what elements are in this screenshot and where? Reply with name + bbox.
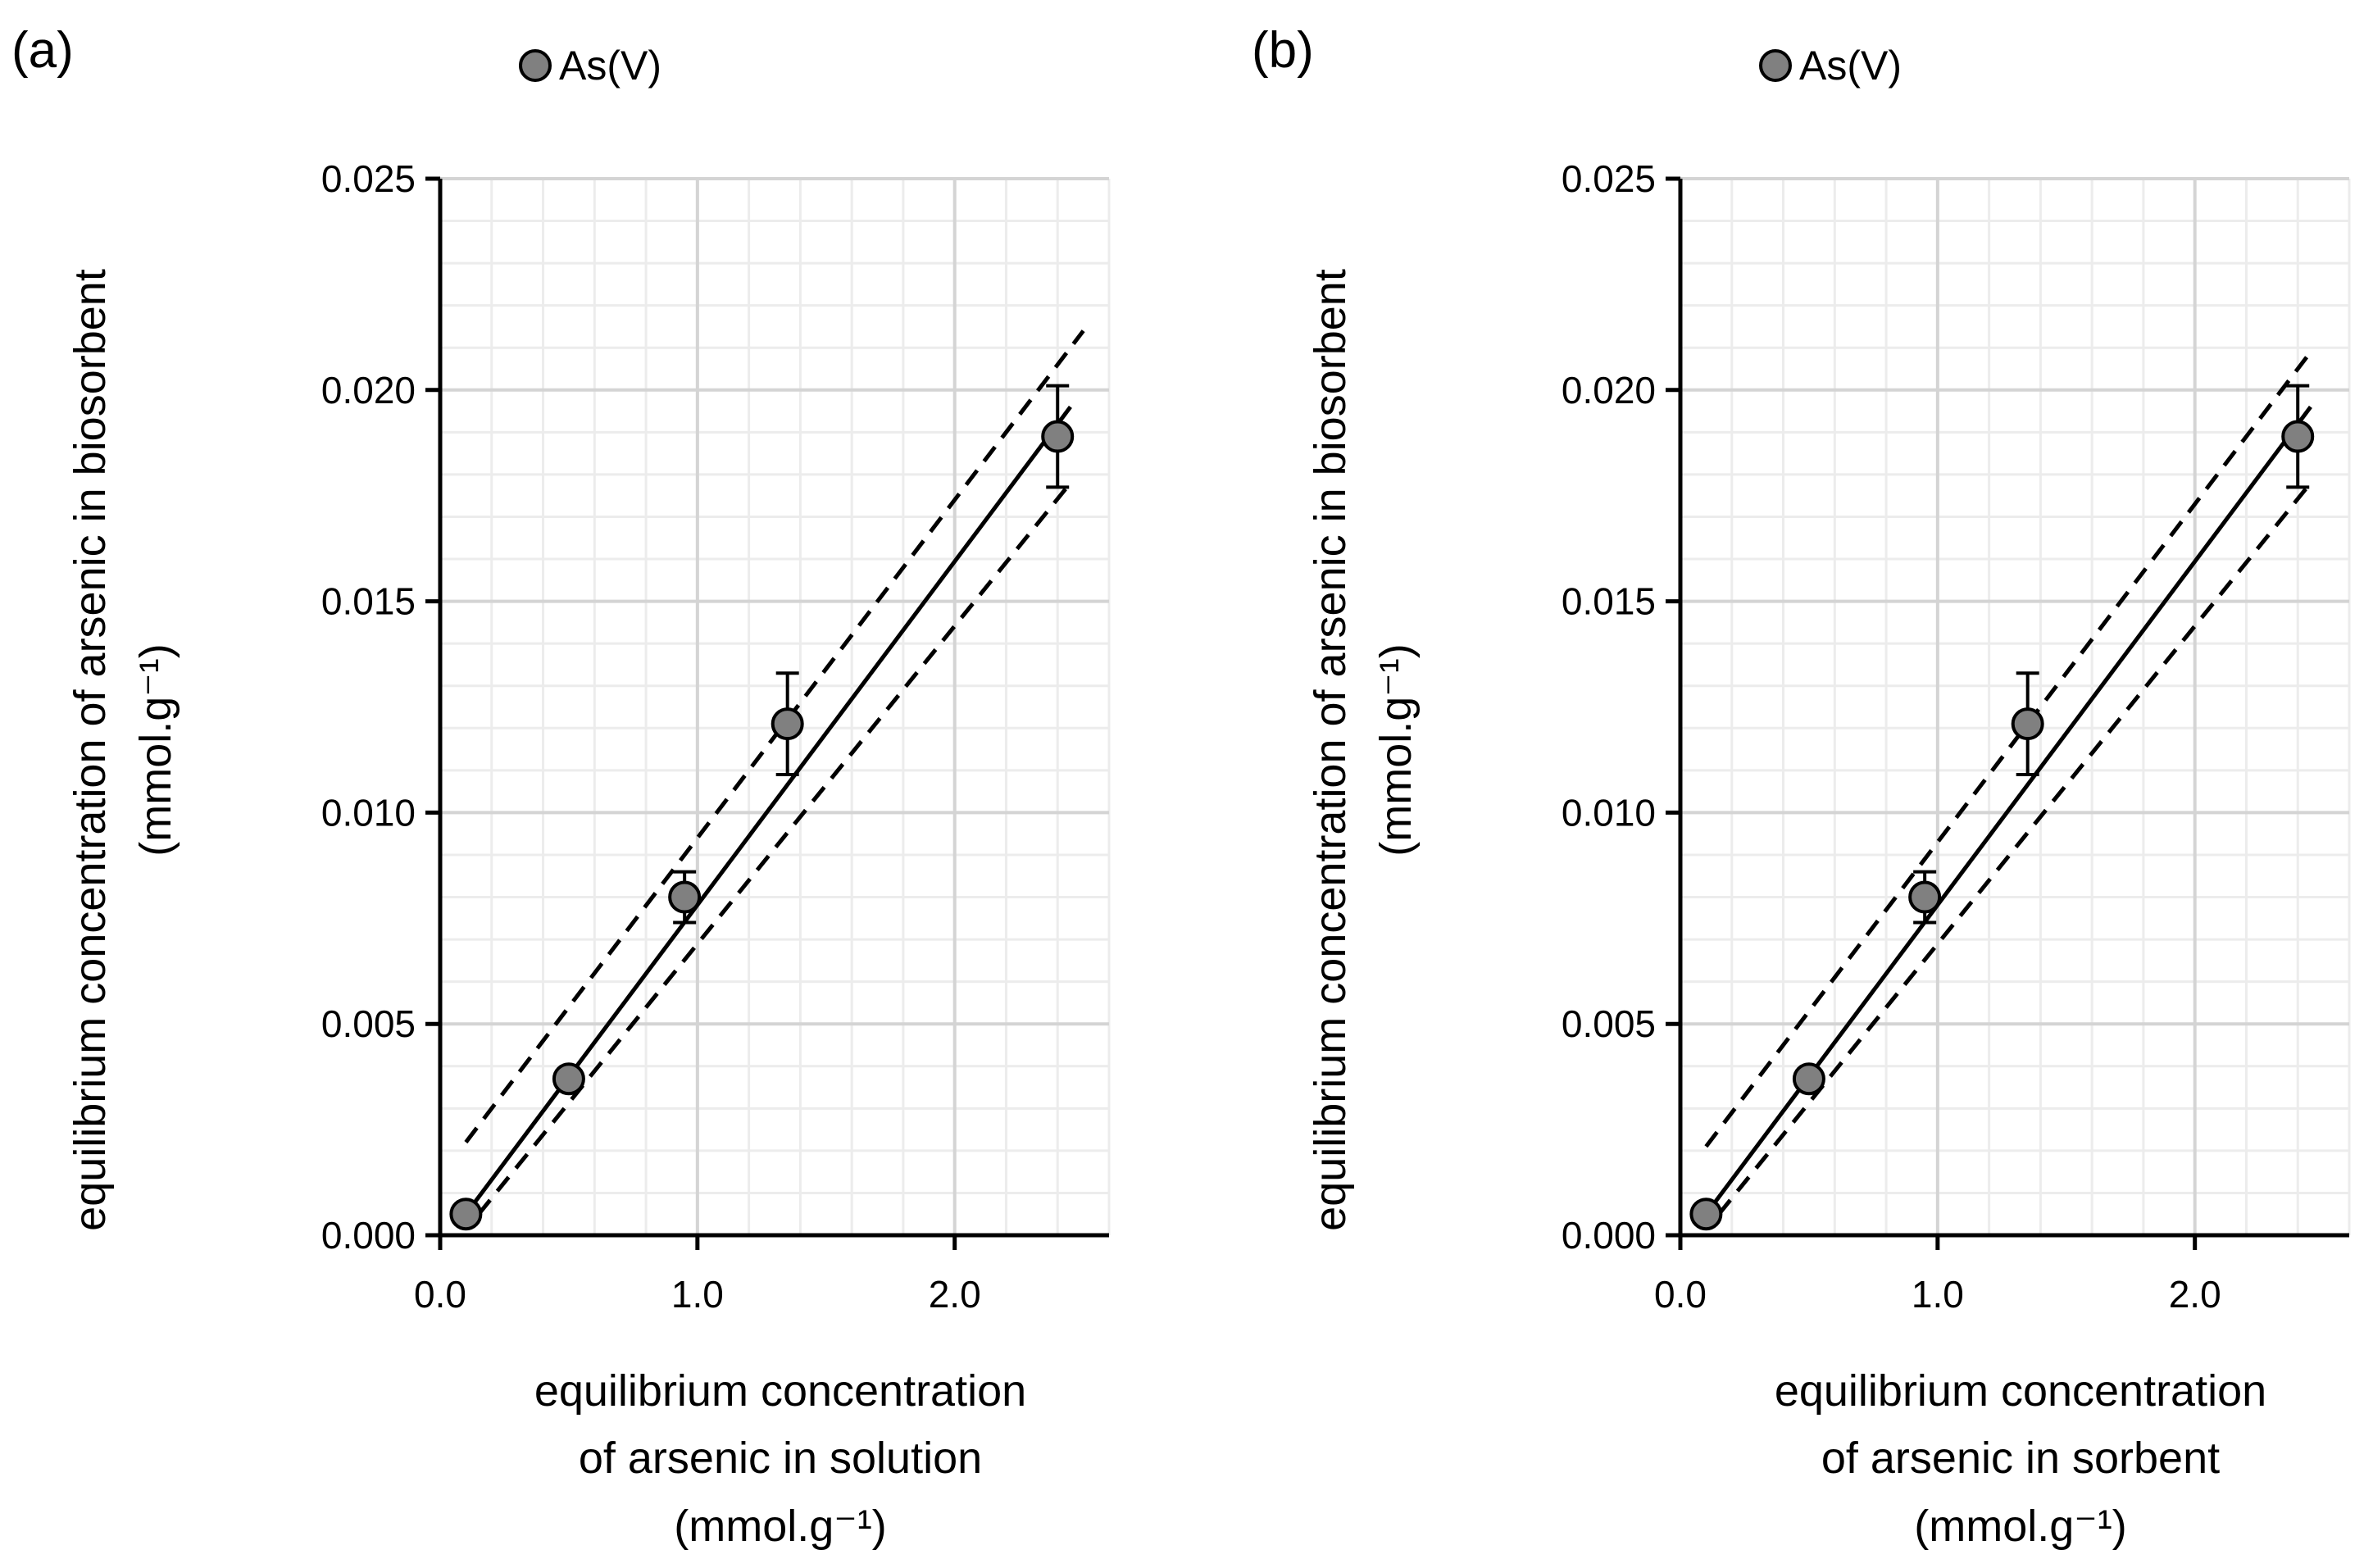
y-tick-label: 0.015 [1562, 580, 1656, 623]
y-axis-label-line-2: (mmol.g⁻¹) [131, 643, 180, 856]
x-tick-labels: 0.0 1.0 2.0 [414, 1273, 981, 1316]
y-tick-label: 0.015 [321, 580, 416, 623]
data-point [449, 1198, 483, 1231]
x-tick-label: 2.0 [929, 1273, 981, 1316]
y-tick-label: 0.020 [1562, 369, 1656, 411]
lower-confidence-line [1717, 481, 2312, 1216]
upper-confidence-line [1704, 350, 2312, 1148]
data-point [552, 1062, 585, 1096]
legend: As(V) [519, 43, 661, 89]
x-axis-label-line-2: of arsenic in solution [579, 1434, 982, 1483]
y-tick-label: 0.010 [1562, 791, 1656, 834]
upper-confidence-line [464, 330, 1085, 1144]
lower-confidence-line [477, 481, 1072, 1216]
x-tick-label: 0.0 [1654, 1273, 1707, 1316]
data-point [771, 707, 804, 741]
x-axis-label: equilibrium concentration of arsenic in … [534, 1366, 1026, 1551]
y-axis-label-line-2: (mmol.g⁻¹) [1371, 643, 1421, 856]
legend: As(V) [1759, 43, 1902, 89]
y-tick-label: 0.005 [321, 1002, 416, 1045]
data-point [1689, 1198, 1723, 1231]
y-axis-label: equilibrium concentration of arsenic in … [66, 269, 180, 1231]
y-axis-label-line-1: equilibrium concentration of arsenic in … [66, 269, 115, 1231]
plot-area [425, 176, 1109, 1250]
data-point [2281, 420, 2315, 453]
grid [440, 177, 1111, 1235]
legend-label: As(V) [559, 43, 661, 89]
y-tick-labels: 0.000 0.005 0.010 0.015 0.020 0.025 [1562, 157, 1656, 1257]
y-tick-label: 0.010 [321, 791, 416, 834]
x-axis-label-line-3: (mmol.g⁻¹) [1914, 1502, 2126, 1551]
y-axis-label-line-1: equilibrium concentration of arsenic in … [1306, 269, 1355, 1231]
y-tick-labels: 0.000 0.005 0.010 0.015 0.020 0.025 [321, 157, 416, 1257]
data-point [668, 880, 702, 914]
panel-a: (a) As(V) 0.000 0.005 0.010 0.015 0.020 … [11, 22, 1111, 1551]
x-tick-labels: 0.0 1.0 2.0 [1654, 1273, 2221, 1316]
legend-label: As(V) [1799, 43, 1902, 89]
y-tick-label: 0.025 [321, 157, 416, 200]
y-tick-label: 0.025 [1562, 157, 1656, 200]
x-axis-label-line-3: (mmol.g⁻¹) [674, 1502, 886, 1551]
y-tick-label: 0.000 [1562, 1214, 1656, 1257]
panel-label: (b) [1252, 22, 1314, 79]
x-tick-label: 2.0 [2169, 1273, 2221, 1316]
x-axis-label-line-1: equilibrium concentration [1775, 1366, 2266, 1416]
x-tick-label: 1.0 [1912, 1273, 1964, 1316]
fit-line [1704, 405, 2312, 1216]
y-tick-label: 0.005 [1562, 1002, 1656, 1045]
grid [1680, 177, 2351, 1235]
y-axis-label: equilibrium concentration of arsenic in … [1306, 269, 1421, 1231]
y-tick-label: 0.020 [321, 369, 416, 411]
legend-marker [1759, 49, 1792, 82]
x-axis-label: equilibrium concentration of arsenic in … [1775, 1366, 2266, 1551]
fit-line [464, 405, 1072, 1216]
panel-label: (a) [11, 22, 74, 79]
data-point [1041, 420, 1075, 453]
data-point [1908, 880, 1942, 914]
legend-marker [519, 49, 552, 82]
data-point [1792, 1062, 1825, 1096]
x-axis-label-line-1: equilibrium concentration [534, 1366, 1026, 1416]
x-axis-label-line-2: of arsenic in sorbent [1821, 1434, 2220, 1483]
data-point [2011, 707, 2044, 741]
panel-b: (b) As(V) 0.000 0.005 0.010 0.015 0.020 … [1252, 22, 2351, 1551]
y-tick-label: 0.000 [321, 1214, 416, 1257]
plot-area [1666, 176, 2349, 1250]
x-tick-label: 0.0 [414, 1273, 466, 1316]
x-tick-label: 1.0 [671, 1273, 724, 1316]
